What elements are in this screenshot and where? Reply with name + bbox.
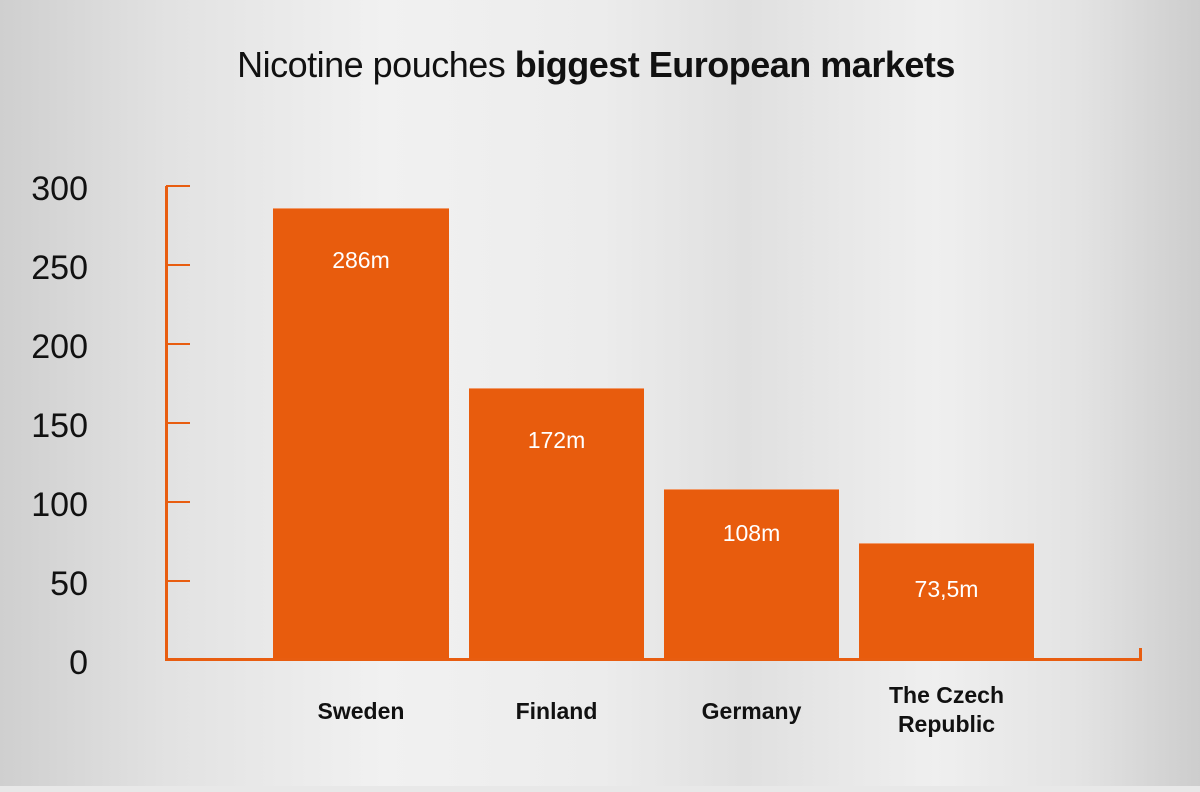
- y-tick-label: 250: [31, 249, 88, 287]
- x-axis-end-tick: [1139, 648, 1142, 660]
- bar-czech-republic: 73,5m: [859, 543, 1034, 659]
- bar-finland: 172m: [469, 388, 644, 659]
- y-tick-50: [166, 580, 190, 582]
- y-tick-300: [166, 185, 190, 187]
- x-category-label: Finland: [515, 698, 598, 724]
- y-tick-150: [166, 422, 190, 424]
- x-category-label-line: The Czech: [888, 682, 1005, 708]
- y-tick-label: 150: [31, 407, 88, 445]
- bar-sweden: 286m: [273, 208, 449, 659]
- bar-value-label: 286m: [332, 247, 390, 273]
- chart-title-regular: Nicotine pouches: [237, 44, 515, 85]
- x-axis-line: [165, 658, 1142, 661]
- chart-title-bold: biggest European markets: [514, 44, 956, 85]
- bottom-strip: [0, 786, 1200, 792]
- bar-value-label: 172m: [527, 427, 586, 453]
- y-tick-200: [166, 343, 190, 345]
- x-category-label: Sweden: [317, 698, 405, 724]
- y-tick-label: 300: [31, 170, 88, 208]
- y-tick-250: [166, 264, 190, 266]
- chart-title: Nicotine pouches biggest European market…: [0, 44, 1192, 86]
- y-tick-label: 50: [50, 565, 88, 603]
- bar-value-label: 108m: [722, 520, 781, 546]
- x-category-label-line: Republic: [897, 711, 996, 737]
- x-category-label-czech: The Czech Republic: [859, 681, 1034, 739]
- y-tick-100: [166, 501, 190, 503]
- x-category-label: Germany: [701, 698, 802, 724]
- y-tick-label: 100: [31, 486, 88, 524]
- y-tick-label: 200: [31, 328, 88, 366]
- y-tick-label: 0: [69, 644, 88, 682]
- bar-germany: 108m: [664, 489, 839, 659]
- bar-value-label: 73,5m: [914, 576, 979, 602]
